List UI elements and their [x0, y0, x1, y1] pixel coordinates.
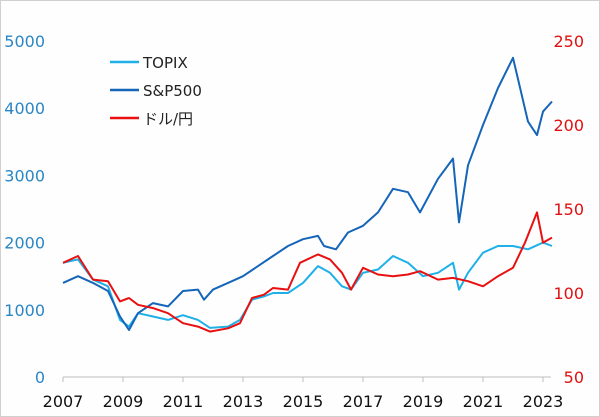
y-left-tick-label: 4000 — [4, 99, 45, 118]
y-left-tick-label: 2000 — [4, 234, 45, 253]
series-line-topix — [62, 241, 553, 329]
legend-label: S&P500 — [143, 82, 202, 100]
x-tick-label: 2021 — [463, 392, 504, 411]
y-left-tick-label: 1000 — [4, 301, 45, 320]
legend-label: ドル/円 — [143, 110, 193, 128]
axes: 2007 2009 2011 2013 2015 2017 2019 2021 2023 0 100… — [4, 32, 584, 411]
legend: TOPIX S&P500 ドル/円 — [110, 54, 202, 128]
x-tick-label: 2007 — [43, 392, 84, 411]
y-right-tick-label: 100 — [553, 284, 584, 303]
y-right-tick-label: 200 — [553, 116, 584, 135]
x-tick-label: 2017 — [343, 392, 384, 411]
y-right-tick-label: 150 — [553, 200, 584, 219]
x-tick-label: 2011 — [163, 392, 204, 411]
y-right-tick-label: 250 — [553, 32, 584, 51]
y-left-tick-label: 0 — [35, 368, 45, 387]
x-tick-label: 2019 — [403, 392, 444, 411]
x-tick-label: 2009 — [103, 392, 144, 411]
series-line-usdjpy — [62, 211, 553, 333]
y-left-tick-label: 5000 — [4, 32, 45, 51]
y-right-tick-label: 50 — [564, 368, 584, 387]
series-lines — [62, 56, 553, 333]
y-left-tick-label: 3000 — [4, 166, 45, 185]
x-tick-label: 2013 — [223, 392, 264, 411]
series-line-sp500 — [62, 56, 553, 331]
x-tick-label: 2023 — [523, 392, 564, 411]
legend-label: TOPIX — [142, 54, 188, 72]
x-tick-label: 2015 — [283, 392, 324, 411]
